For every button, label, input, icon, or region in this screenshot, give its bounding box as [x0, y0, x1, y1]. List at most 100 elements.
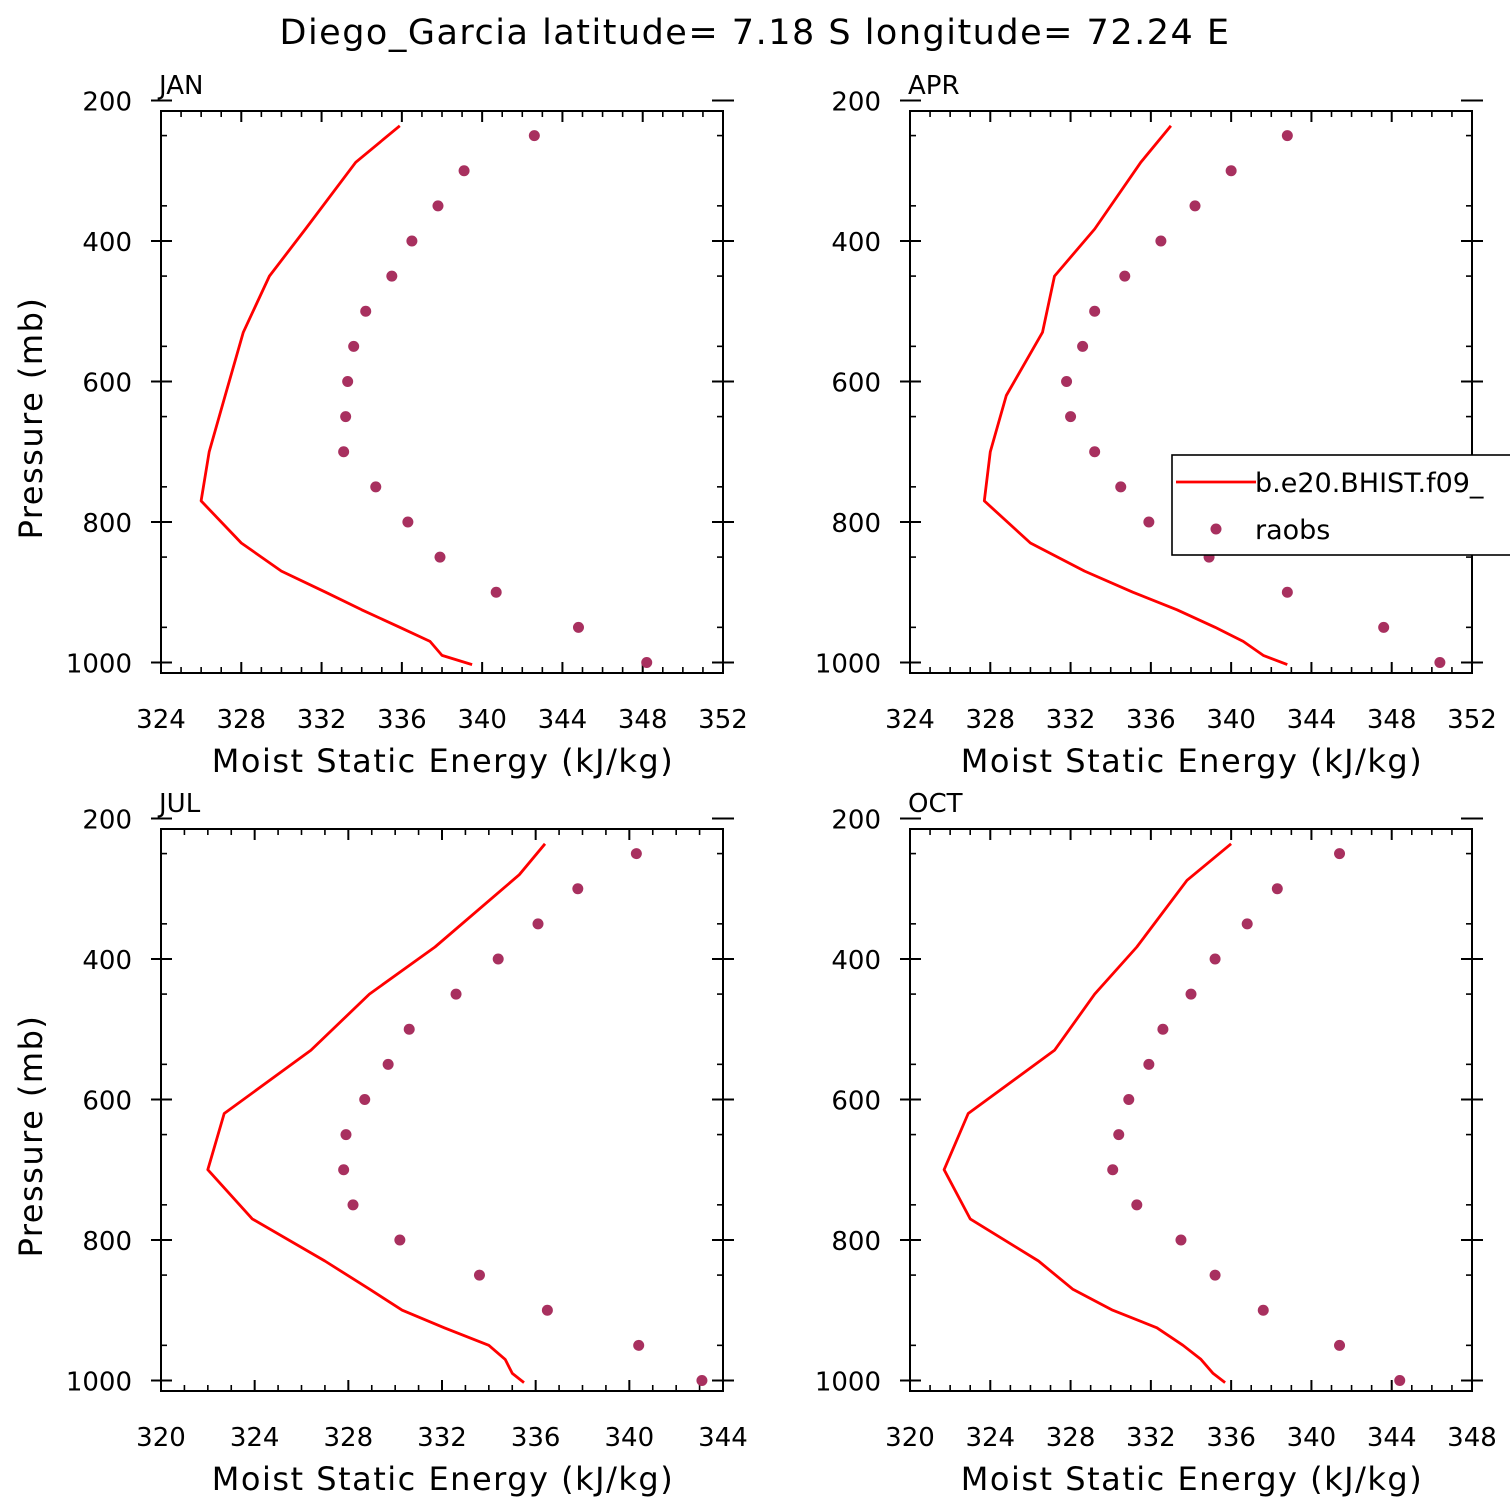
raobs-point: [360, 305, 372, 317]
x-tick-label: 324: [136, 705, 186, 735]
y-tick-label: 600: [831, 1086, 881, 1116]
raobs-point: [696, 1374, 708, 1386]
panel-apr: 324 328 332 336 340 344 348 352 200 400 600 800 1000…: [815, 71, 1497, 780]
x-axis-label: Moist Static Energy (kJ/kg): [212, 1460, 674, 1498]
legend-label-raobs: raobs: [1255, 515, 1330, 546]
raobs-point: [338, 446, 350, 458]
raobs-point: [1065, 411, 1077, 423]
raobs-point: [490, 586, 502, 598]
raobs-point: [1334, 848, 1346, 860]
x-tick-label: 332: [417, 1423, 467, 1453]
raobs-point: [386, 270, 398, 282]
y-tick-label: 800: [831, 509, 881, 539]
x-tick-label: 328: [965, 705, 1015, 735]
panels: 324 328 332 336 340 344 348 352 200 400 600 800 1000…: [12, 71, 1497, 1498]
raobs-point: [338, 1164, 350, 1176]
x-tick-label: 324: [230, 1423, 280, 1453]
raobs-point: [450, 988, 462, 1000]
raobs-point: [1241, 918, 1253, 930]
raobs-point: [572, 883, 584, 895]
legend-label-model: b.e20.BHIST.f09_: [1255, 468, 1484, 499]
raobs-point: [403, 1023, 415, 1035]
raobs-point: [633, 1339, 645, 1351]
raobs-point: [340, 411, 352, 423]
legend: b.e20.BHIST.f09_raobs: [1171, 454, 1510, 556]
y-tick-label: 800: [82, 509, 132, 539]
raobs-point: [348, 340, 360, 352]
raobs-point: [394, 1234, 406, 1246]
raobs-point: [1209, 1269, 1221, 1281]
raobs-point: [528, 130, 540, 142]
plot-frame: [909, 110, 1473, 674]
panel-jan: 324 328 332 336 340 344 348 352 200 400 600 800 1000…: [12, 71, 748, 780]
x-axis-label: Moist Static Energy (kJ/kg): [961, 742, 1423, 780]
model-series-line: [206, 842, 547, 1384]
y-tick-label: 1000: [66, 1367, 132, 1397]
plot-frame: [909, 828, 1473, 1392]
raobs-point: [630, 848, 642, 860]
raobs-point: [340, 1129, 352, 1141]
y-axis-label: Pressure (mb): [12, 1015, 50, 1258]
model-series-line: [942, 842, 1232, 1384]
model-series-line: [982, 124, 1288, 666]
x-tick-label: 348: [1447, 1423, 1497, 1453]
raobs-point: [572, 621, 584, 633]
x-tick-label: 352: [698, 705, 748, 735]
x-tick-label: 344: [698, 1423, 748, 1453]
raobs-point: [641, 656, 653, 668]
x-tick-label: 324: [965, 1423, 1015, 1453]
raobs-point: [382, 1058, 394, 1070]
x-tick-label: 336: [511, 1423, 561, 1453]
panel-title: JAN: [157, 71, 203, 101]
y-tick-label: 1000: [815, 649, 881, 679]
raobs-point: [406, 235, 418, 247]
y-tick-label: 1000: [66, 649, 132, 679]
x-tick-label: 324: [885, 705, 935, 735]
y-tick-label: 600: [82, 1086, 132, 1116]
figure-title: Diego_Garcia latitude= 7.18 S longitude=…: [280, 13, 1231, 53]
raobs-point: [1143, 516, 1155, 528]
x-tick-label: 336: [1126, 705, 1176, 735]
x-tick-label: 340: [605, 1423, 655, 1453]
y-tick-label: 1000: [815, 1367, 881, 1397]
x-tick-label: 340: [1287, 1423, 1337, 1453]
y-tick-label: 400: [831, 228, 881, 258]
raobs-point: [370, 481, 382, 493]
y-tick-label: 200: [82, 805, 132, 835]
x-tick-label: 328: [216, 705, 266, 735]
raobs-point: [1175, 1234, 1187, 1246]
y-tick-label: 600: [831, 368, 881, 398]
y-axis-label: Pressure (mb): [12, 297, 50, 540]
y-tick-label: 400: [831, 946, 881, 976]
raobs-point: [541, 1304, 553, 1316]
x-tick-label: 336: [1206, 1423, 1256, 1453]
y-tick-label: 200: [831, 87, 881, 117]
x-tick-label: 352: [1447, 705, 1497, 735]
raobs-point: [1077, 340, 1089, 352]
panel-jul: 320 324 328 332 336 340 344 200 400 600 800 1000 JUL…: [12, 789, 748, 1498]
x-tick-label: 332: [1126, 1423, 1176, 1453]
raobs-point: [473, 1269, 485, 1281]
raobs-point: [1185, 988, 1197, 1000]
y-tick-label: 200: [82, 87, 132, 117]
raobs-point: [1209, 953, 1221, 965]
y-tick-label: 400: [82, 228, 132, 258]
raobs-point: [1334, 1339, 1346, 1351]
raobs-point: [1155, 235, 1167, 247]
raobs-point: [1089, 305, 1101, 317]
raobs-point: [432, 200, 444, 212]
raobs-point: [1394, 1374, 1406, 1386]
raobs-point: [1225, 165, 1237, 177]
raobs-point: [1123, 1093, 1135, 1105]
raobs-point: [532, 918, 544, 930]
raobs-point: [347, 1199, 359, 1211]
x-tick-label: 348: [1367, 705, 1417, 735]
raobs-point: [359, 1093, 371, 1105]
raobs-point: [1089, 446, 1101, 458]
x-tick-label: 328: [1046, 1423, 1096, 1453]
x-tick-label: 320: [885, 1423, 935, 1453]
x-tick-label: 344: [1287, 705, 1337, 735]
x-axis-label: Moist Static Energy (kJ/kg): [212, 742, 674, 780]
y-tick-label: 400: [82, 946, 132, 976]
model-series-line: [199, 124, 473, 666]
